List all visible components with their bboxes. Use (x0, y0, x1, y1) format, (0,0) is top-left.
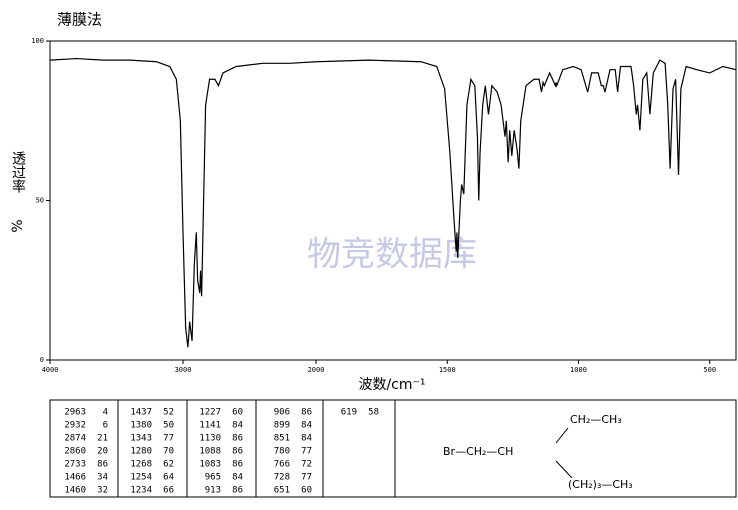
peak-wavenumber: 1466 (64, 473, 86, 483)
chart-title: 薄膜法 (57, 11, 102, 29)
y-tick-label: 50 (36, 197, 44, 205)
peak-wavenumber: 906 (274, 408, 290, 418)
peak-transmittance: 60 (301, 486, 312, 496)
peak-transmittance: 86 (232, 447, 243, 457)
peak-transmittance: 64 (163, 473, 174, 483)
peak-transmittance: 86 (97, 460, 108, 470)
x-tick-label: 4000 (42, 366, 59, 374)
peak-wavenumber: 2733 (64, 460, 86, 470)
peak-wavenumber: 619 (341, 408, 357, 418)
peak-wavenumber: 1280 (130, 447, 152, 457)
peak-wavenumber: 2860 (64, 447, 86, 457)
peak-wavenumber: 1380 (130, 421, 152, 431)
peak-transmittance: 4 (103, 408, 108, 418)
peak-wavenumber: 1088 (199, 447, 221, 457)
peak-transmittance: 21 (97, 434, 108, 444)
peak-wavenumber: 1460 (64, 486, 86, 496)
peak-wavenumber: 1227 (199, 408, 221, 418)
peak-wavenumber: 766 (274, 460, 290, 470)
peak-wavenumber: 651 (274, 486, 290, 496)
peak-wavenumber: 851 (274, 434, 290, 444)
peak-transmittance: 20 (97, 447, 108, 457)
x-tick-label: 500 (703, 366, 716, 374)
peak-transmittance: 77 (301, 473, 312, 483)
peak-wavenumber: 1268 (130, 460, 152, 470)
structure-main: Br—CH₂—CH (443, 445, 513, 458)
table-dividers (117, 400, 396, 497)
peak-wavenumber: 780 (274, 447, 290, 457)
watermark: 物竞数据库 (307, 235, 477, 275)
peak-transmittance: 34 (97, 473, 108, 483)
peak-wavenumber: 2932 (64, 421, 86, 431)
peak-transmittance: 72 (301, 460, 312, 470)
y-axis-label: 透过率 (10, 151, 26, 193)
peak-transmittance: 50 (163, 421, 174, 431)
peak-transmittance: 86 (232, 460, 243, 470)
peak-wavenumber: 1083 (199, 460, 221, 470)
peak-wavenumber: 1234 (130, 486, 152, 496)
peak-transmittance: 86 (301, 408, 312, 418)
spectrum-line (49, 57, 737, 348)
peak-transmittance: 84 (301, 421, 312, 431)
peak-transmittance: 60 (232, 408, 243, 418)
x-axis-label: 波数/cm⁻¹ (358, 377, 425, 393)
y-axis-unit: % (10, 219, 26, 232)
peak-transmittance: 52 (163, 408, 174, 418)
peak-transmittance: 84 (301, 434, 312, 444)
peak-wavenumber: 2963 (64, 408, 86, 418)
peak-transmittance: 77 (301, 447, 312, 457)
peak-transmittance: 86 (232, 434, 243, 444)
structure-top: CH₂—CH₃ (570, 413, 622, 426)
peak-wavenumber: 965 (205, 473, 221, 483)
peak-transmittance: 58 (368, 408, 379, 418)
x-tick-label: 1000 (570, 366, 587, 374)
peak-wavenumber: 913 (205, 486, 221, 496)
peak-transmittance: 66 (163, 486, 174, 496)
peak-transmittance: 84 (232, 473, 243, 483)
x-tick-label: 1500 (439, 366, 456, 374)
peak-transmittance: 77 (163, 434, 174, 444)
peak-transmittance: 62 (163, 460, 174, 470)
peak-wavenumber: 1141 (199, 421, 221, 431)
y-tick-label: 100 (31, 37, 44, 45)
peak-wavenumber: 728 (274, 473, 290, 483)
y-tick-label: 0 (40, 356, 44, 364)
peak-transmittance: 32 (97, 486, 108, 496)
peak-wavenumber: 2874 (64, 434, 86, 444)
x-tick-label: 2000 (308, 366, 325, 374)
structure-bottom: (CH₂)₃—CH₃ (568, 478, 633, 491)
x-tick-label: 3000 (175, 366, 192, 374)
structure-bonds (555, 427, 573, 479)
peak-wavenumber: 1437 (130, 408, 152, 418)
peak-wavenumber: 1254 (130, 473, 152, 483)
peak-wavenumber: 899 (274, 421, 290, 431)
peak-wavenumber: 1343 (130, 434, 152, 444)
peak-transmittance: 84 (232, 421, 243, 431)
peak-transmittance: 6 (103, 421, 108, 431)
peak-transmittance: 86 (232, 486, 243, 496)
peak-wavenumber: 1130 (199, 434, 221, 444)
plot-frame (49, 40, 737, 361)
peak-transmittance: 70 (163, 447, 174, 457)
table-frame (49, 399, 737, 498)
